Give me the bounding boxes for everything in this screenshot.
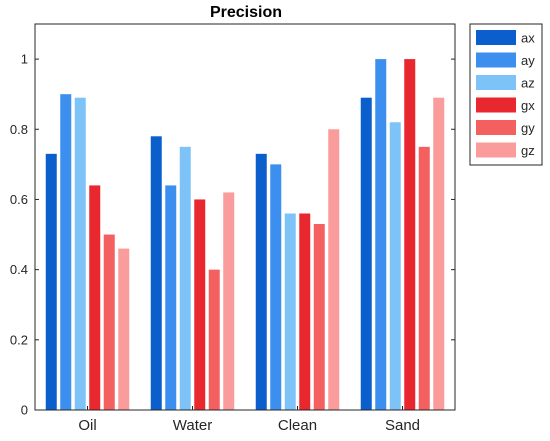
y-tick-label: 1 bbox=[21, 52, 28, 67]
x-category-label: Clean bbox=[278, 417, 317, 434]
x-category-label: Water bbox=[173, 417, 212, 434]
legend-box bbox=[469, 23, 543, 166]
bar-gx-clean bbox=[299, 213, 311, 410]
y-axis: 0 0.2 0.4 0.6 0.8 1 bbox=[10, 52, 455, 418]
chart-title: Precision bbox=[210, 4, 282, 21]
bar-gz-oil bbox=[118, 248, 130, 410]
x-category-label: Oil bbox=[78, 417, 96, 434]
x-axis: Oil Water Clean Sand bbox=[78, 406, 420, 434]
bar-ay-sand bbox=[375, 59, 387, 410]
legend-label-gx[interactable]: gx bbox=[521, 98, 535, 113]
bar-gz-clean bbox=[328, 129, 340, 411]
bar-ay-oil bbox=[60, 94, 72, 410]
bar-gy-water bbox=[208, 269, 220, 410]
bar-gx-sand bbox=[404, 59, 416, 410]
bar-gy-clean bbox=[313, 224, 325, 410]
y-tick-label: 0.6 bbox=[10, 192, 28, 207]
bar-ax-clean bbox=[255, 153, 267, 410]
bar-ay-water bbox=[165, 185, 177, 410]
bar-az-clean bbox=[284, 213, 296, 410]
bar-gz-sand bbox=[433, 97, 445, 410]
bar-ax-water bbox=[150, 136, 162, 411]
legend-label-gy[interactable]: gy bbox=[521, 121, 535, 136]
legend-swatch-gz[interactable] bbox=[476, 142, 516, 158]
legend-swatch-gx[interactable] bbox=[476, 97, 516, 113]
legend-label-gz[interactable]: gz bbox=[521, 143, 535, 158]
legend-label-ay[interactable]: ay bbox=[521, 53, 535, 68]
bar-az-water bbox=[179, 146, 191, 410]
y-tick-label: 0.4 bbox=[10, 262, 28, 277]
legend-swatch-ax[interactable] bbox=[476, 30, 516, 45]
plot-area-frame bbox=[34, 23, 456, 411]
bar-gy-oil bbox=[103, 234, 115, 410]
bar-gy-sand bbox=[418, 146, 430, 410]
y-tick-label: 0.8 bbox=[10, 122, 28, 137]
bar-ay-clean bbox=[270, 164, 282, 410]
y-tick-label: 0 bbox=[21, 403, 28, 418]
x-category-label: Sand bbox=[385, 417, 420, 434]
bar-az-oil bbox=[74, 97, 86, 410]
bar-gx-oil bbox=[89, 185, 101, 410]
bar-az-sand bbox=[389, 122, 401, 410]
legend-swatch-gy[interactable] bbox=[476, 120, 516, 135]
bar-ax-oil bbox=[45, 153, 57, 410]
y-tick-label: 0.2 bbox=[10, 332, 28, 347]
legend[interactable]: ax ay az gx gy gz bbox=[469, 23, 543, 166]
bar-gz-water bbox=[223, 192, 235, 410]
bars-layer bbox=[45, 59, 445, 411]
legend-swatch-ay[interactable] bbox=[476, 52, 516, 68]
legend-swatch-az[interactable] bbox=[476, 75, 516, 90]
bar-ax-sand bbox=[360, 97, 372, 410]
bar-gx-water bbox=[194, 199, 206, 410]
legend-label-ax[interactable]: ax bbox=[521, 31, 535, 46]
legend-label-az[interactable]: az bbox=[521, 76, 535, 91]
